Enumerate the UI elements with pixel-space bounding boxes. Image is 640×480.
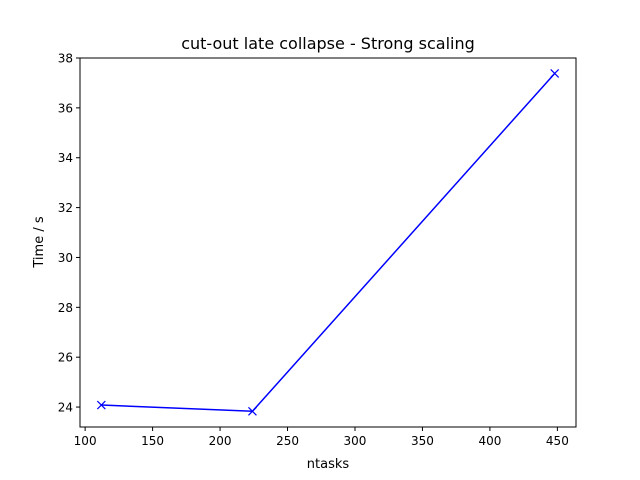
y-tick-label: 34 <box>58 151 73 165</box>
y-tick-label: 24 <box>58 401 73 415</box>
x-tick-label: 450 <box>546 434 569 448</box>
chart-title: cut-out late collapse - Strong scaling <box>181 34 475 53</box>
series-layer <box>96 69 560 416</box>
y-tick-label: 36 <box>58 101 73 115</box>
y-tick-label: 26 <box>58 351 73 365</box>
y-axis: 24 26 28 30 32 34 36 38 <box>58 52 80 415</box>
x-axis: 100 150 200 250 300 350 400 450 <box>74 427 569 448</box>
y-tick-label: 38 <box>58 52 73 66</box>
plot-area <box>79 57 577 428</box>
x-tick-label: 400 <box>478 434 501 448</box>
plot-frame <box>79 57 577 428</box>
x-tick-label: 300 <box>344 434 367 448</box>
x-tick-label: 200 <box>209 434 232 448</box>
x-tick-label: 350 <box>411 434 434 448</box>
x-tick-label: 100 <box>74 434 97 448</box>
x-tick-label: 250 <box>276 434 299 448</box>
x-axis-label: ntasks <box>307 457 350 472</box>
y-tick-label: 28 <box>58 301 73 315</box>
data-point-marker <box>248 406 257 416</box>
x-tick-label: 150 <box>141 434 164 448</box>
y-axis-label: Time / s <box>32 216 47 268</box>
data-point-marker <box>96 400 106 410</box>
data-point-marker <box>550 69 560 78</box>
y-tick-label: 30 <box>58 251 73 265</box>
y-tick-label: 32 <box>58 201 73 215</box>
